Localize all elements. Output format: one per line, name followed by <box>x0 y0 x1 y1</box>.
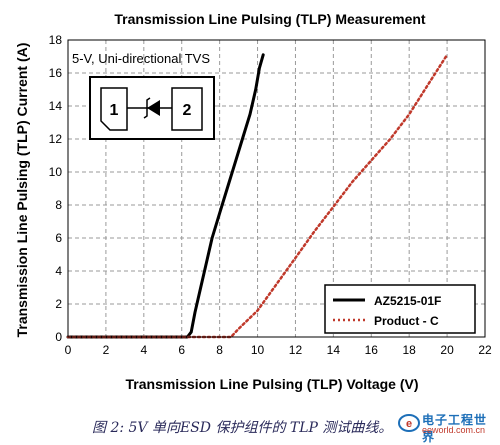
legend-label-az5215: AZ5215-01F <box>374 294 441 308</box>
y-tick-label: 18 <box>49 33 63 47</box>
chart: Transmission Line Pulsing (TLP) Measurem… <box>14 11 492 392</box>
chart-title: Transmission Line Pulsing (TLP) Measurem… <box>114 11 426 27</box>
series-layer <box>66 53 449 339</box>
y-tick-label: 14 <box>49 99 63 113</box>
legend-label-product-c: Product - C <box>374 314 439 328</box>
diode-triangle-icon <box>147 100 160 116</box>
x-tick-label: 4 <box>140 343 147 357</box>
x-tick-label: 2 <box>103 343 110 357</box>
legend: AZ5215-01F Product - C <box>324 284 476 334</box>
y-tick-label: 10 <box>49 165 63 179</box>
x-tick-label: 10 <box>251 343 265 357</box>
x-tick-label: 14 <box>327 343 341 357</box>
x-tick-label: 20 <box>440 343 454 357</box>
y-axis-label: Transmission Line Pulsing (TLP) Current … <box>14 43 30 338</box>
x-tick-label: 12 <box>289 343 303 357</box>
svg-text:e: e <box>406 418 412 430</box>
y-tick-label: 12 <box>49 132 63 146</box>
watermark: e 电子工程世界 eeworld.com.cn <box>398 410 498 444</box>
x-tick-label: 18 <box>403 343 417 357</box>
y-tick-label: 4 <box>55 264 62 278</box>
y-tick-label: 16 <box>49 66 63 80</box>
y-tick-label: 2 <box>55 297 62 311</box>
x-tick-label: 22 <box>478 343 492 357</box>
x-tick-label: 0 <box>65 343 72 357</box>
y-tick-label: 0 <box>55 330 62 344</box>
series-line-az5215-01f <box>66 53 265 339</box>
pin-1-label: 1 <box>110 102 119 119</box>
tvs-symbol-icon: 1 2 <box>89 76 215 140</box>
x-tick-label: 16 <box>365 343 379 357</box>
eeworld-logo-icon: e <box>398 414 420 432</box>
y-tick-label: 6 <box>55 231 62 245</box>
diode-bar-icon <box>143 97 151 119</box>
watermark-url: eeworld.com.cn <box>422 425 486 435</box>
pin-2-label: 2 <box>183 102 192 119</box>
figure-caption: 图 2: 5V 单向ESD 保护组件的 TLP 测试曲线。 <box>92 420 393 436</box>
plot-frame <box>67 39 486 338</box>
x-tick-label: 6 <box>178 343 185 357</box>
x-axis-label: Transmission Line Pulsing (TLP) Voltage … <box>126 376 419 392</box>
annotation-text: 5-V, Uni-directional TVS <box>72 51 210 66</box>
x-tick-label: 8 <box>216 343 223 357</box>
y-tick-label: 8 <box>55 198 62 212</box>
